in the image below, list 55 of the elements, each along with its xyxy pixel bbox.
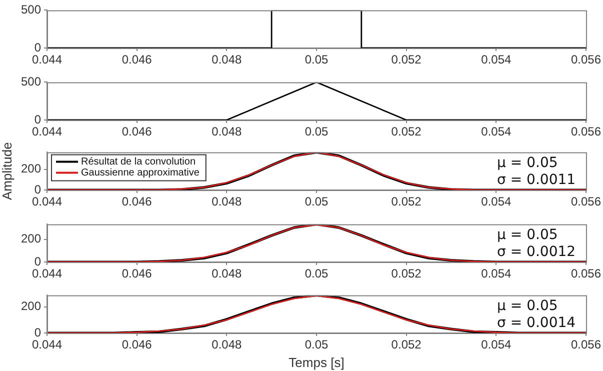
y-tick-label: 0: [34, 254, 42, 268]
annotation: μ = 0.05: [497, 227, 558, 244]
y-tick-label: 0: [34, 112, 42, 126]
legend-label: Gaussienne approximative: [81, 167, 200, 178]
y-tick-label: 200: [20, 162, 42, 176]
x-tick-label: 0.046: [122, 338, 152, 352]
x-tick-label: 0.044: [32, 266, 62, 281]
x-tick-label: 0.056: [570, 52, 602, 67]
x-tick-label: 0.05: [304, 124, 328, 139]
y-tick-label: 500: [20, 2, 42, 17]
x-tick-label: 0.044: [32, 338, 62, 352]
x-tick-label: 0.046: [122, 266, 152, 281]
x-tick-label: 0.05: [304, 266, 328, 281]
x-tick-label: 0.052: [391, 52, 422, 67]
x-tick-label: 0.054: [481, 266, 512, 281]
x-tick-label: 0.044: [32, 124, 62, 139]
x-tick-label: 0.046: [122, 194, 152, 209]
x-tick-label: 0.048: [212, 266, 242, 281]
x-tick-label: 0.048: [212, 52, 242, 67]
x-tick-label: 0.048: [212, 338, 242, 352]
x-tick-label: 0.05: [304, 194, 328, 209]
x-tick-label: 0.048: [212, 194, 242, 209]
x-tick-label: 0.056: [570, 266, 602, 281]
x-tick-label: 0.056: [570, 124, 602, 139]
x-tick-label: 0.052: [391, 266, 422, 281]
y-tick-label: 500: [20, 74, 42, 89]
x-tick-label: 0.056: [570, 338, 602, 352]
x-tick-label: 0.052: [391, 194, 422, 209]
x-tick-label: 0.05: [304, 338, 328, 352]
x-axis-title: Temps [s]: [288, 354, 344, 370]
x-tick-label: 0.05: [304, 52, 328, 67]
y-tick-label: 200: [20, 299, 42, 314]
annotation: σ = 0.0012: [497, 244, 576, 260]
x-tick-label: 0.056: [570, 194, 602, 209]
x-tick-label: 0.054: [481, 52, 512, 67]
y-axis-title: Amplitude: [0, 142, 14, 200]
x-tick-label: 0.054: [481, 124, 512, 139]
annotation: σ = 0.0014: [497, 315, 576, 332]
x-tick-label: 0.052: [391, 338, 422, 352]
x-tick-label: 0.046: [122, 52, 152, 67]
x-tick-label: 0.046: [122, 124, 152, 139]
x-tick-label: 0.054: [481, 194, 512, 209]
y-tick-label: 0: [34, 182, 42, 196]
annotation: μ = 0.05: [497, 298, 558, 314]
x-tick-label: 0.054: [481, 338, 512, 352]
x-tick-label: 0.044: [32, 194, 62, 209]
annotation: σ = 0.0011: [497, 172, 576, 188]
y-tick-label: 200: [20, 232, 42, 246]
y-tick-label: 0: [34, 325, 42, 340]
x-tick-label: 0.052: [391, 124, 422, 139]
annotation: μ = 0.05: [497, 155, 558, 172]
x-tick-label: 0.044: [32, 52, 62, 67]
x-tick-label: 0.048: [212, 124, 242, 139]
y-tick-label: 0: [34, 40, 42, 54]
legend-label: Résultat de la convolution: [81, 156, 196, 168]
